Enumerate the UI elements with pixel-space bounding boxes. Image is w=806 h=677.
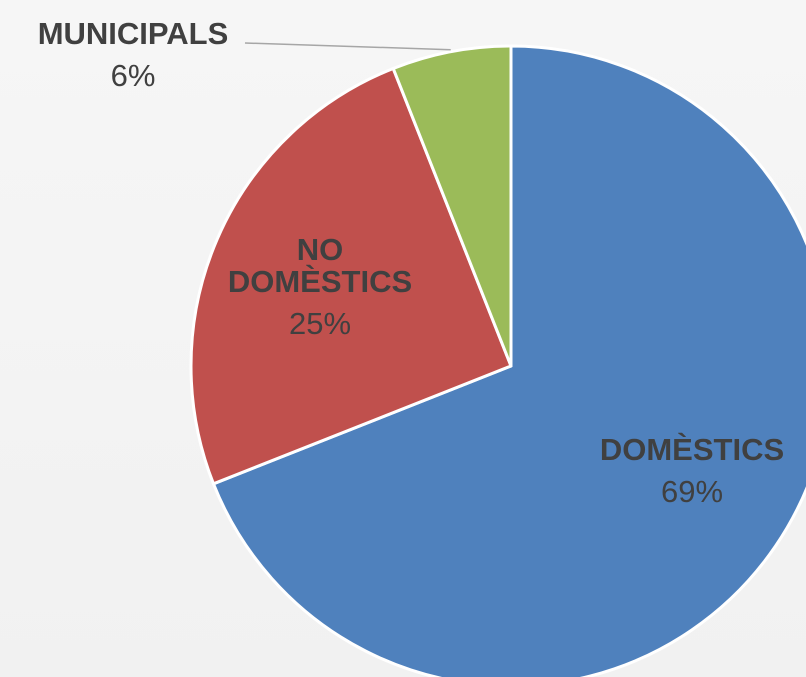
data-label-municipals: MUNICIPALS 6% xyxy=(38,16,229,93)
leader-lines xyxy=(244,42,451,51)
data-label-category: DOMÈSTICS xyxy=(228,264,412,299)
pie-slices xyxy=(189,44,806,677)
data-label-percent: 25% xyxy=(289,306,351,341)
leader-line-municipals xyxy=(244,42,451,51)
data-label-percent: 69% xyxy=(661,474,723,509)
data-label-category: NO xyxy=(297,232,344,267)
data-label-domestics: DOMÈSTICS 69% xyxy=(600,432,784,509)
data-label-category: DOMÈSTICS xyxy=(600,432,784,467)
pie-slice-domestics xyxy=(211,44,806,677)
pie-slice-municipals xyxy=(391,44,513,368)
data-label-category: MUNICIPALS xyxy=(38,16,229,51)
data-label-percent: 6% xyxy=(111,58,156,93)
pie-slice-no-domestics xyxy=(189,66,513,486)
